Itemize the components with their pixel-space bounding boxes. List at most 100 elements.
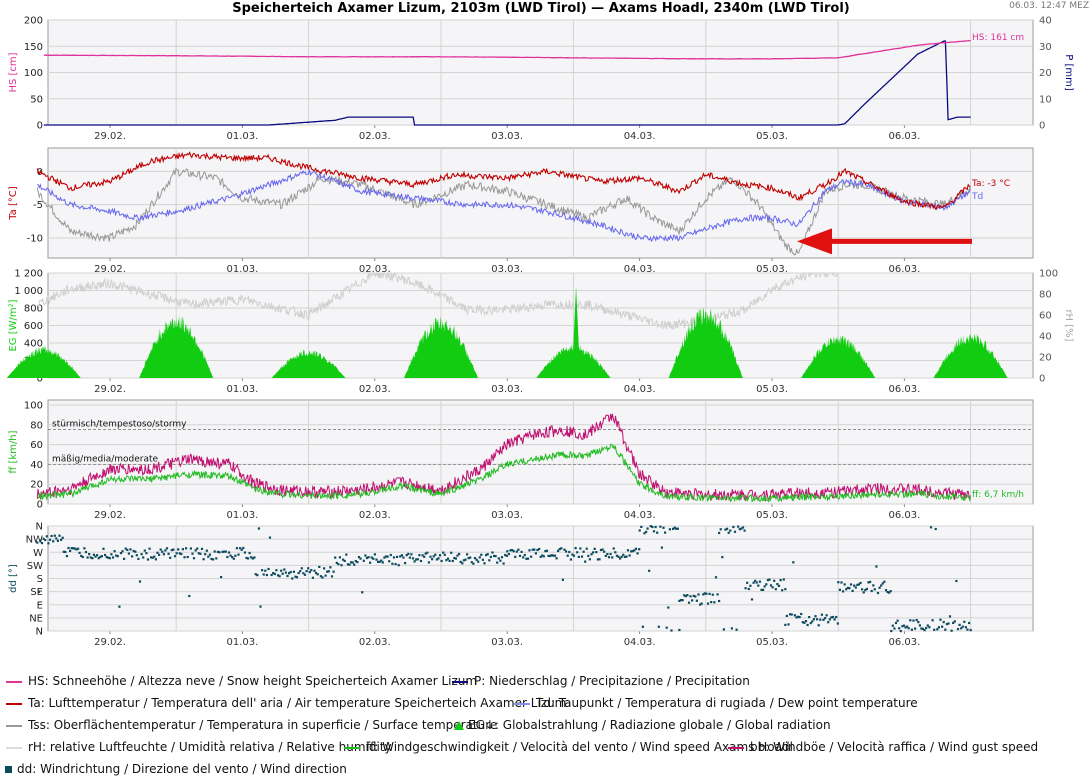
wind-direction-point: [227, 551, 231, 554]
legend-label: Td: Taupunkt / Temperatura di rugiada / …: [536, 696, 918, 710]
wind-direction-point: [86, 556, 89, 559]
wind-direction-point: [200, 547, 204, 550]
wind-direction-point: [327, 570, 330, 573]
legend-item-ff[interactable]: ff: Windgeschwindigkeit / Velocità del v…: [340, 740, 793, 754]
wind-direction-point: [672, 527, 675, 530]
wind-direction-point: [380, 559, 383, 562]
wind-direction-point: [102, 547, 105, 550]
wind-direction-point: [220, 576, 223, 579]
wind-direction-point: [797, 615, 800, 618]
wind-direction-point: [375, 558, 378, 561]
td-annotation: Td: [971, 192, 983, 202]
wind-direction-point: [819, 618, 822, 621]
wind-direction-point: [533, 548, 536, 551]
wind-direction-point: [496, 561, 499, 564]
legend-item-dd[interactable]: dd: Windrichtung / Direzione del vento /…: [0, 762, 347, 776]
wind-direction-point: [507, 553, 510, 556]
wind-direction-point: [612, 547, 615, 550]
wind-direction-point: [438, 554, 442, 557]
wind-direction-point: [146, 558, 150, 561]
wind-direction-point: [397, 564, 400, 567]
legend-item-rh[interactable]: rH: relative Luftfeuchte / Umidità relat…: [2, 740, 392, 754]
wind-direction-point: [522, 556, 525, 559]
wind-direction-point: [631, 550, 634, 553]
wind-direction-point: [955, 579, 958, 583]
wind-direction-point: [107, 556, 110, 559]
wind-direction-point: [294, 575, 297, 578]
wind-direction-point: [116, 555, 119, 558]
wind-direction-point: [733, 530, 737, 533]
legend-item-eg[interactable]: EG↓: Globalstrahlung / Radiazione global…: [450, 718, 831, 732]
wind-direction-point: [148, 547, 151, 550]
wind-direction-point: [787, 623, 790, 626]
wind-direction-point: [253, 556, 256, 559]
wind-direction-point: [667, 606, 670, 609]
wind-direction-point: [143, 549, 146, 552]
wind-direction-point: [676, 527, 679, 530]
x-tick-label: 06.03.: [888, 510, 920, 521]
wind-direction-point: [592, 551, 595, 554]
wind-direction-point: [158, 553, 161, 556]
wind-direction-point: [295, 576, 299, 579]
wind-direction-point: [191, 552, 194, 555]
wind-direction-point: [853, 584, 856, 587]
x-tick-label: 02.03.: [359, 637, 391, 648]
wind-direction-point: [822, 618, 825, 621]
p-axis-label: P [mm]: [1063, 54, 1074, 91]
wind-direction-point: [303, 573, 307, 576]
wind-direction-point: [784, 588, 787, 591]
wind-direction-point: [914, 627, 917, 630]
legend-item-hs[interactable]: HS: Schneehöhe / Altezza neve / Snow hei…: [2, 674, 477, 688]
x-tick-label: 01.03.: [226, 264, 258, 275]
wind-direction-point: [722, 628, 725, 631]
wind-direction-point: [316, 573, 319, 576]
wind-direction-point: [237, 553, 240, 556]
wind-direction-point: [569, 558, 572, 561]
wind-direction-point: [638, 548, 641, 551]
wind-direction-point: [108, 557, 111, 560]
wind-direction-point: [713, 601, 716, 604]
wind-direction-point: [861, 588, 864, 591]
legend-item-p[interactable]: P: Niederschlag / Precipitazione / Preci…: [448, 674, 750, 688]
legend-item-tss[interactable]: Tss: Oberflächentemperatur / Temperatura…: [2, 718, 497, 732]
wind-direction-point: [856, 583, 859, 586]
wind-direction-point: [762, 588, 765, 591]
wind-direction-point: [626, 549, 630, 552]
wind-direction-point: [127, 552, 130, 555]
wind-direction-point: [42, 537, 45, 540]
wind-direction-point: [345, 553, 348, 556]
wind-direction-point: [302, 572, 305, 575]
wind-direction-point: [472, 562, 475, 565]
wind-direction-point: [458, 552, 461, 556]
wind-direction-point: [405, 554, 408, 557]
wind-direction-point: [89, 556, 92, 559]
wind-direction-point: [870, 589, 873, 593]
wind-direction-point: [864, 589, 867, 592]
legend-label: HS: Schneehöhe / Altezza neve / Snow hei…: [28, 674, 478, 688]
legend-item-td[interactable]: Td: Taupunkt / Temperatura di rugiada / …: [510, 696, 918, 710]
wind-direction-point: [446, 557, 450, 560]
legend-item-bb[interactable]: bb: Windböe / Velocità raffica / Wind gu…: [724, 740, 1038, 754]
wind-direction-point: [939, 618, 942, 621]
wind-direction-point: [854, 586, 857, 589]
wind-direction-point: [960, 627, 963, 630]
wind-direction-point: [489, 555, 492, 558]
wind-direction-point: [111, 556, 115, 559]
wind-direction-point: [718, 531, 721, 535]
legend-item-ta[interactable]: Ta: Lufttemperatur / Temperatura dell' a…: [2, 696, 566, 710]
wind-direction-point: [323, 567, 326, 570]
wind-direction-point: [231, 556, 234, 559]
wind-direction-point: [202, 558, 205, 561]
wind-direction-point: [678, 628, 681, 632]
wind-direction-point: [646, 527, 649, 530]
wind-direction-point: [719, 528, 722, 531]
wind-direction-point: [563, 548, 566, 551]
wind-direction-point: [558, 548, 561, 551]
radiation-area-day-7: [801, 335, 876, 378]
wind-direction-point: [580, 555, 584, 558]
wind-direction-point: [598, 558, 601, 561]
rh-tick-label: 80: [1039, 290, 1052, 301]
wind-direction-point: [119, 552, 123, 555]
wind-direction-point: [36, 541, 39, 544]
wind-direction-point: [55, 537, 58, 540]
